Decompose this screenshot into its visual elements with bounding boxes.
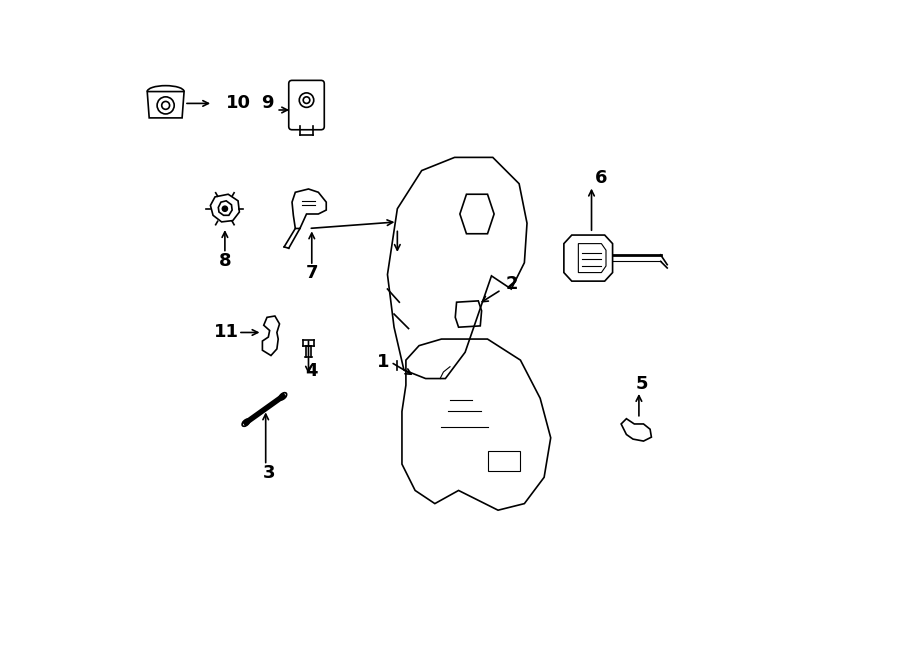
Text: 2: 2 bbox=[506, 276, 518, 293]
Text: 7: 7 bbox=[305, 264, 318, 282]
Text: 3: 3 bbox=[263, 463, 275, 482]
Text: 8: 8 bbox=[219, 252, 231, 270]
Text: 10: 10 bbox=[226, 95, 250, 112]
Text: 5: 5 bbox=[636, 375, 649, 393]
Text: 6: 6 bbox=[595, 169, 608, 187]
Text: 9: 9 bbox=[261, 95, 274, 112]
Text: 1: 1 bbox=[376, 353, 389, 371]
Text: 4: 4 bbox=[305, 362, 318, 380]
Circle shape bbox=[222, 206, 228, 212]
Text: 11: 11 bbox=[213, 323, 238, 342]
